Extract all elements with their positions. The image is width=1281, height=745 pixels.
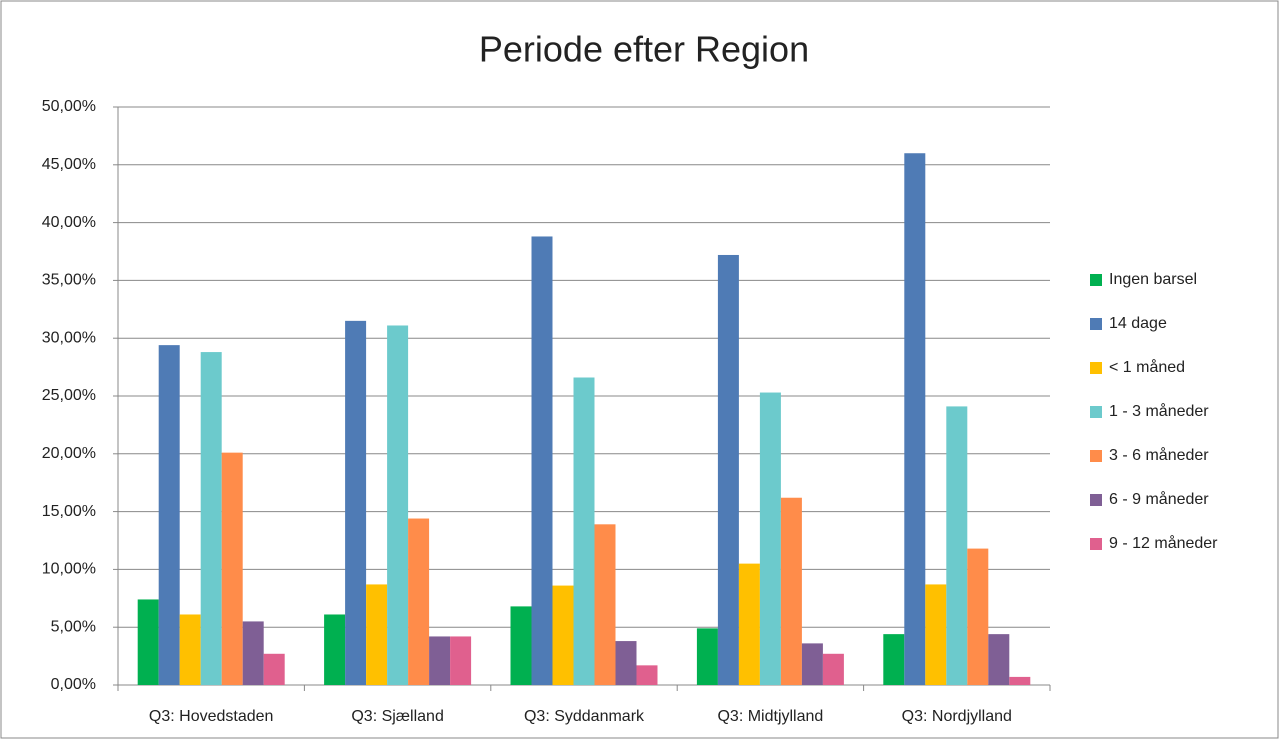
bar bbox=[387, 325, 409, 685]
bar bbox=[883, 634, 905, 685]
bar bbox=[738, 563, 760, 685]
bar bbox=[429, 636, 451, 685]
bar bbox=[531, 236, 553, 686]
y-tick-label: 50,00% bbox=[42, 98, 96, 115]
legend-label: 14 dage bbox=[1109, 315, 1167, 332]
legend-swatch bbox=[1090, 538, 1102, 550]
bar bbox=[696, 628, 718, 685]
bar bbox=[324, 614, 346, 685]
bar bbox=[615, 641, 637, 685]
x-tick-label: Q3: Syddanmark bbox=[524, 708, 645, 725]
bar bbox=[594, 524, 616, 685]
legend-swatch bbox=[1090, 362, 1102, 374]
bar bbox=[636, 665, 658, 685]
bar bbox=[221, 452, 243, 685]
y-tick-label: 30,00% bbox=[42, 329, 96, 346]
bar bbox=[510, 606, 532, 685]
y-tick-label: 0,00% bbox=[51, 676, 96, 693]
bar bbox=[801, 643, 823, 685]
bar bbox=[263, 653, 285, 685]
bar bbox=[137, 599, 159, 685]
bar bbox=[450, 636, 472, 685]
y-tick-label: 15,00% bbox=[42, 503, 96, 520]
chart-title: Periode efter Region bbox=[479, 29, 809, 70]
bar bbox=[925, 584, 947, 685]
legend-label: 9 - 12 måneder bbox=[1109, 534, 1218, 552]
bar bbox=[780, 497, 802, 685]
bar bbox=[179, 614, 201, 685]
bar bbox=[345, 320, 367, 685]
y-tick-label: 45,00% bbox=[42, 156, 96, 173]
bar bbox=[717, 254, 739, 685]
y-tick-label: 20,00% bbox=[42, 445, 96, 462]
legend-label: Ingen barsel bbox=[1109, 271, 1197, 288]
legend-swatch bbox=[1090, 406, 1102, 418]
bar bbox=[158, 345, 180, 685]
bar bbox=[552, 585, 574, 685]
y-tick-label: 25,00% bbox=[42, 387, 96, 404]
bar bbox=[242, 621, 264, 685]
y-tick-label: 35,00% bbox=[42, 272, 96, 289]
legend-label: 1 - 3 måneder bbox=[1109, 402, 1209, 420]
legend-swatch bbox=[1090, 274, 1102, 286]
bar bbox=[904, 153, 926, 686]
y-tick-label: 5,00% bbox=[51, 618, 96, 635]
legend-swatch bbox=[1090, 450, 1102, 462]
legend-label: 3 - 6 måneder bbox=[1109, 446, 1209, 464]
bar bbox=[988, 634, 1010, 685]
legend-label: 6 - 9 måneder bbox=[1109, 490, 1209, 508]
bar bbox=[366, 584, 388, 685]
bar bbox=[967, 548, 989, 685]
x-tick-label: Q3: Nordjylland bbox=[902, 708, 1012, 725]
legend-swatch bbox=[1090, 494, 1102, 506]
x-tick-label: Q3: Hovedstaden bbox=[149, 708, 274, 725]
y-tick-label: 10,00% bbox=[42, 561, 96, 578]
bar bbox=[408, 518, 430, 685]
bar bbox=[200, 352, 222, 685]
legend-label: < 1 måned bbox=[1109, 358, 1185, 376]
bar bbox=[946, 406, 968, 685]
bar bbox=[759, 392, 781, 685]
x-tick-label: Q3: Sjælland bbox=[351, 708, 444, 725]
x-tick-label: Q3: Midtjylland bbox=[717, 708, 823, 725]
bar bbox=[573, 377, 595, 685]
legend-swatch bbox=[1090, 318, 1102, 330]
bar bbox=[822, 653, 844, 685]
y-tick-label: 40,00% bbox=[42, 214, 96, 231]
bar bbox=[1009, 676, 1031, 685]
